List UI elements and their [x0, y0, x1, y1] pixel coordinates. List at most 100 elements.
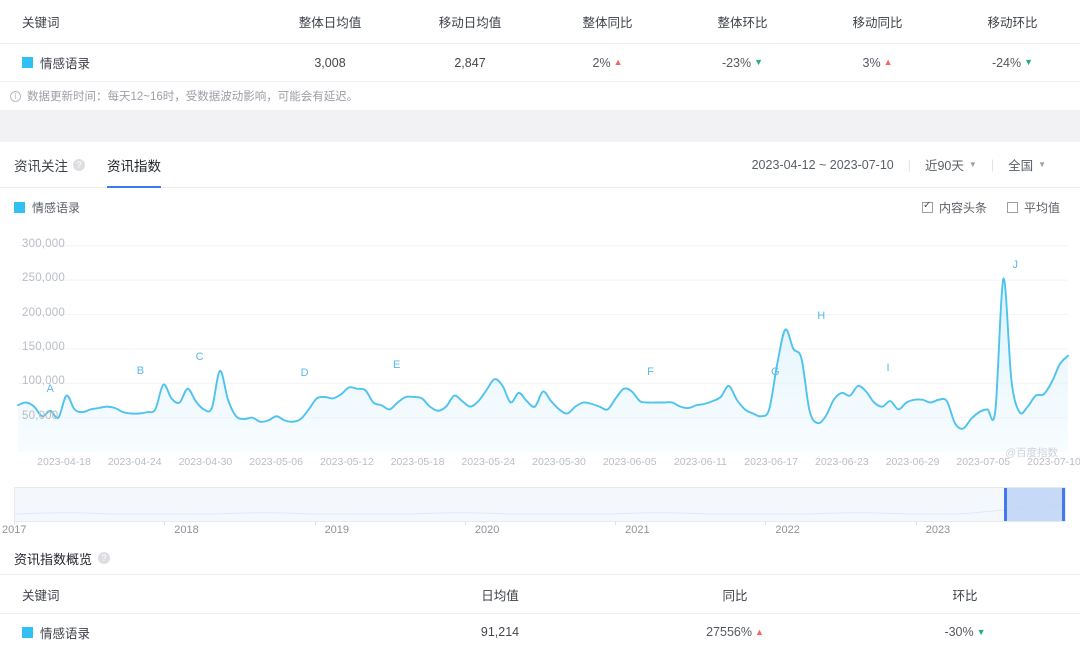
cell-overall-mom: -23% ▼ — [675, 54, 810, 72]
timeline-slider[interactable]: 2017 2018 2019 2020 2021 2022 2023 — [0, 484, 1080, 542]
chart-peak-marker[interactable]: D — [300, 367, 309, 380]
summary-table-row[interactable]: 情感语录 3,008 2,847 2% ▲ -23% ▼ 3% ▲ -24% ▼ — [0, 44, 1080, 82]
checkbox-unchecked-icon[interactable] — [1006, 201, 1018, 213]
header-keyword: 关键词 — [22, 16, 60, 30]
chart-peak-marker[interactable]: F — [647, 366, 654, 378]
cell-mobile-yoy: 3% ▲ — [810, 54, 945, 72]
x-axis-tick-label: 2023-04-30 — [178, 456, 233, 468]
cell-keyword[interactable]: 情感语录 — [0, 53, 260, 72]
chart-peak-marker[interactable]: B — [136, 364, 145, 377]
timeline-selection-window[interactable] — [1004, 488, 1065, 521]
chart-peak-marker[interactable]: I — [886, 361, 890, 374]
help-icon[interactable]: ? — [73, 158, 85, 171]
section-divider — [0, 110, 1080, 142]
chart-canvas — [17, 245, 1069, 452]
x-axis-tick-label: 2023-07-05 — [956, 456, 1011, 468]
overview-table-row[interactable]: 情感语录 91,214 27556% ▲ -30% ▼ — [0, 614, 1080, 650]
cell-mobile-avg: 2,847 — [454, 55, 486, 70]
checkbox-checked-icon[interactable] — [921, 200, 933, 213]
y-axis-tick-label: 300,000 — [22, 237, 65, 250]
overview-mom-value: -30% — [944, 625, 974, 639]
header-mobile-yoy: 移动同比 — [852, 16, 903, 30]
chart-x-axis: 2023-04-18 2023-04-24 2023-04-30 2023-05-06… — [0, 456, 1080, 476]
period-select[interactable]: 近90天 ▼ — [911, 155, 991, 174]
timeline-minimap — [15, 504, 1065, 515]
timeline-year-label: 2021 — [625, 524, 650, 536]
chart-area-fill — [18, 278, 1068, 452]
checkbox-content-headline-label: 内容头条 — [938, 200, 987, 215]
summary-table: 关键词 整体日均值 移动日均值 整体同比 整体环比 移动同比 移动环比 情感语录… — [0, 0, 1080, 82]
header-overall-mom: 整体环比 — [717, 16, 768, 30]
region-select[interactable]: 全国 ▼ — [994, 155, 1060, 174]
chart-tabbar: 资讯关注 ? 资讯指数 2023-04-12 ~ 2023-07-10 | 近9… — [0, 142, 1080, 188]
overview-cell-keyword[interactable]: 情感语录 — [0, 623, 380, 642]
timeline-year-label: 2017 — [2, 524, 27, 536]
header-mobile-avg: 移动日均值 — [438, 16, 502, 30]
info-icon: i — [10, 90, 21, 102]
tab-news-index-label: 资讯指数 — [107, 158, 161, 174]
cell-overall-avg: 3,008 — [314, 55, 346, 70]
x-axis-tick-label: 2023-05-18 — [390, 456, 445, 468]
chart-peak-marker[interactable]: H — [817, 309, 826, 322]
tab-news-attention[interactable]: 资讯关注 ? — [14, 142, 85, 188]
chart-peak-marker[interactable]: C — [195, 350, 204, 363]
y-axis-tick-label: 250,000 — [22, 272, 65, 285]
overview-header-avg: 日均值 — [481, 588, 519, 603]
y-axis-tick-label: 100,000 — [22, 375, 65, 388]
control-divider: | — [907, 157, 911, 172]
overall-mom-value: -23% — [721, 55, 752, 70]
x-axis-tick-label: 2023-05-12 — [319, 456, 374, 468]
timeline-year-label: 2022 — [775, 524, 800, 536]
help-icon[interactable]: ? — [98, 552, 111, 564]
overview-keyword-label: 情感语录 — [40, 626, 91, 641]
timeline-year-axis: 2017 2018 2019 2020 2021 2022 2023 — [0, 521, 1080, 542]
overview-table-header: 关键词 日均值 同比 环比 — [0, 574, 1080, 614]
chart-peak-marker[interactable]: J — [1012, 258, 1019, 271]
y-axis-tick-label: 200,000 — [22, 306, 65, 319]
x-axis-tick-label: 2023-06-05 — [602, 456, 657, 468]
overview-header-yoy: 同比 — [722, 588, 748, 603]
header-overall-yoy: 整体同比 — [582, 16, 633, 30]
timeline-tick — [615, 521, 617, 525]
overview-cell-yoy: 27556% ▲ — [620, 623, 850, 641]
x-axis-tick-label: 2023-07-10 — [1027, 456, 1080, 468]
timeline-tick — [915, 521, 917, 525]
update-note-text: 数据更新时间：每天12~16时，受数据波动影响，可能会有延迟。 — [27, 91, 359, 103]
keyword-label: 情感语录 — [40, 57, 91, 71]
timeline-tick — [14, 521, 15, 525]
y-axis-tick-label: 50,000 — [22, 409, 59, 422]
timeline-year-label: 2023 — [925, 524, 951, 536]
y-axis-tick-label: 150,000 — [22, 340, 65, 353]
mobile-mom-value: -24% — [991, 55, 1022, 70]
timeline-tick — [314, 521, 316, 525]
timeline-tick — [164, 521, 166, 525]
region-select-label: 全国 — [1008, 159, 1034, 173]
chart-peak-marker[interactable]: E — [393, 359, 401, 372]
chart-peak-marker[interactable]: G — [771, 366, 780, 378]
checkbox-content-headline[interactable]: 内容头条 — [921, 199, 987, 216]
chart-peak-marker[interactable]: A — [46, 382, 54, 395]
arrow-up-icon: ▲ — [613, 57, 623, 67]
overview-yoy-value: 27556% — [706, 625, 752, 639]
timeline-tick — [464, 521, 466, 525]
overall-yoy-value: 2% — [592, 55, 611, 70]
legend-series-label: 情感语录 — [32, 200, 81, 215]
legend-series[interactable]: 情感语录 — [14, 199, 80, 216]
timeline-track[interactable] — [14, 487, 1066, 522]
control-divider: | — [990, 157, 995, 172]
tab-news-index[interactable]: 资讯指数 — [107, 142, 161, 188]
overview-cell-avg: 91,214 — [480, 625, 520, 639]
series-color-swatch-icon — [22, 626, 33, 638]
timeline-year-label: 2018 — [174, 524, 199, 536]
chart-series-line — [17, 277, 1069, 430]
arrow-down-icon: ▼ — [1024, 57, 1034, 67]
cell-overall-yoy: 2% ▲ — [540, 54, 675, 72]
date-range-display[interactable]: 2023-04-12 ~ 2023-07-10 — [751, 157, 894, 172]
checkbox-average-label: 平均值 — [1023, 200, 1060, 215]
overview-header-mom: 环比 — [952, 588, 978, 603]
news-index-chart[interactable]: 300,000 250,000 200,000 150,000 100,000 50,00… — [0, 222, 1080, 484]
chart-legend: 情感语录 内容头条 平均值 — [0, 192, 1080, 222]
x-axis-tick-label: 2023-06-29 — [885, 456, 940, 468]
checkbox-average[interactable]: 平均值 — [1006, 199, 1060, 216]
overview-title-label: 资讯指数概览 — [14, 551, 93, 567]
